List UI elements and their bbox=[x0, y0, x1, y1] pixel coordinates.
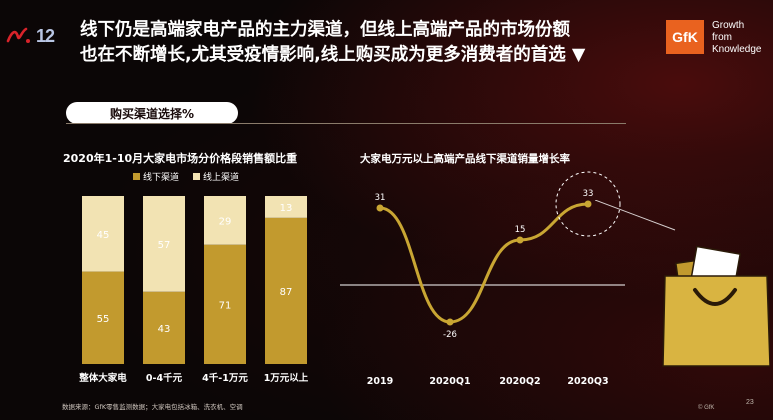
data-point bbox=[584, 200, 592, 208]
legend-swatch-offline bbox=[133, 173, 140, 180]
swoosh-logo-icon bbox=[6, 27, 30, 43]
page-number: 23 bbox=[746, 399, 754, 406]
category-label: 2020Q1 bbox=[429, 376, 470, 387]
legend-label-offline: 线下渠道 bbox=[143, 173, 180, 183]
bar-segment-online bbox=[204, 196, 246, 245]
stacked-chart-title: 2020年1-10月大家电市场分价格段销售额比重 bbox=[63, 152, 298, 165]
category-label: 1万元以上 bbox=[264, 372, 309, 384]
bar-value-label: 29 bbox=[219, 216, 232, 227]
stacked-bar-chart: 55 45 整体大家电 43 57 0-4千元 71 29 4千-1万元 87 13 1万元以上 bbox=[78, 196, 309, 384]
shopping-bag-icon bbox=[595, 200, 770, 367]
logo-number: 12 bbox=[36, 25, 55, 46]
category-label: 4千-1万元 bbox=[202, 372, 248, 384]
data-label: 31 bbox=[375, 193, 386, 203]
stacked-chart-legend: 线下渠道 线上渠道 bbox=[133, 170, 239, 183]
gfk-brand: GfK Growth from Knowledge bbox=[666, 20, 761, 56]
bar-segment-offline bbox=[143, 291, 185, 364]
category-label: 2019 bbox=[367, 376, 393, 387]
legend-item-offline: 线下渠道 bbox=[133, 170, 179, 183]
section-divider bbox=[66, 123, 626, 124]
line-chart-title: 大家电万元以上高端产品线下渠道销量增长率 bbox=[360, 153, 570, 165]
gfk-tagline-line: Knowledge bbox=[712, 44, 762, 55]
gfk-tagline-line: Growth bbox=[712, 20, 745, 31]
event-logo: 12 bbox=[6, 24, 66, 48]
data-label: -26 bbox=[443, 330, 457, 340]
bar-value-label: 43 bbox=[158, 324, 171, 335]
bar-segment-offline bbox=[265, 217, 307, 364]
data-point bbox=[516, 236, 524, 244]
category-label: 2020Q3 bbox=[567, 376, 608, 387]
bar-segment-offline bbox=[82, 271, 124, 364]
category-label: 2020Q2 bbox=[499, 376, 540, 387]
bar-value-label: 57 bbox=[158, 240, 171, 251]
headline-line-1: 线下仍是高端家电产品的主力渠道，但线上高端产品的市场份额 bbox=[80, 20, 570, 40]
gfk-tagline: Growth from Knowledge bbox=[712, 20, 761, 56]
bar-value-label: 55 bbox=[97, 314, 110, 325]
legend-swatch-online bbox=[193, 173, 201, 180]
bar-value-label: 45 bbox=[97, 230, 110, 241]
footer-brand: © GfK bbox=[698, 405, 715, 411]
data-source-note: 数据来源：GfK零售监测数据；大家电包括冰箱、洗衣机、空调 bbox=[62, 403, 243, 411]
category-label: 整体大家电 bbox=[78, 372, 127, 384]
data-label: 15 bbox=[515, 225, 526, 235]
bar-segment-online bbox=[265, 196, 307, 218]
legend-label-online: 线上渠道 bbox=[203, 173, 240, 183]
gfk-tagline-line: from bbox=[712, 32, 732, 43]
data-point bbox=[376, 204, 384, 212]
gfk-logo: GfK bbox=[666, 20, 704, 54]
bar-value-label: 87 bbox=[280, 287, 293, 298]
data-point bbox=[446, 318, 454, 326]
page-headline: 线下仍是高端家电产品的主力渠道，但线上高端产品的市场份额 也在不断增长,尤其受疫… bbox=[80, 18, 640, 68]
legend-item-online: 线上渠道 bbox=[193, 170, 239, 183]
bar-segment-offline bbox=[204, 244, 246, 364]
series-line bbox=[379, 202, 589, 324]
line-chart: 31 2019 -26 2020Q1 15 2020Q2 33 2020Q3 bbox=[340, 171, 625, 387]
highlight-ring bbox=[555, 171, 621, 237]
headline-line-2: 也在不断增长,尤其受疫情影响,线上购买成为更多消费者的首选 ▼ bbox=[80, 45, 586, 65]
category-label: 0-4千元 bbox=[146, 372, 183, 384]
section-label: 购买渠道选择% bbox=[66, 102, 238, 124]
bar-segment-online bbox=[82, 196, 124, 272]
data-label: 33 bbox=[583, 189, 594, 199]
bar-value-label: 71 bbox=[219, 300, 232, 311]
bar-value-label: 13 bbox=[280, 203, 293, 214]
bar-segment-online bbox=[143, 196, 185, 292]
